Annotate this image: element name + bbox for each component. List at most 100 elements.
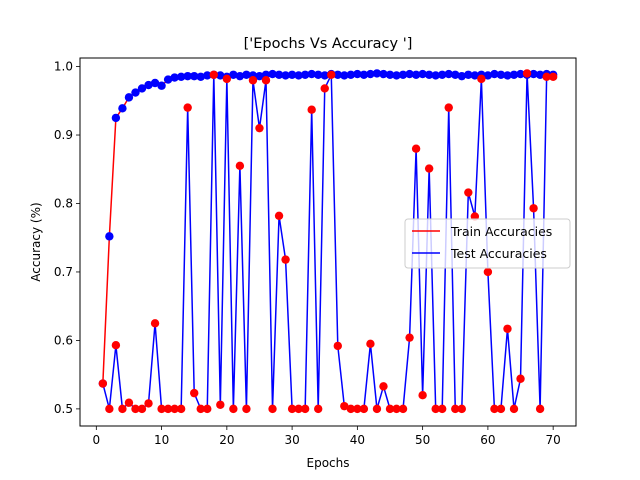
- point-s0-68: [535, 70, 545, 79]
- point-s0-50: [418, 69, 427, 79]
- point-s1-19: [216, 400, 225, 409]
- point-s1-29: [281, 255, 290, 264]
- point-s1-55: [451, 404, 460, 414]
- point-s0-54: [444, 69, 453, 79]
- point-s1-27: [268, 404, 277, 414]
- point-s1-53: [438, 404, 447, 414]
- point-s0-34: [314, 70, 323, 79]
- point-s0-30: [287, 70, 297, 79]
- point-s0-28: [274, 70, 284, 79]
- point-s1-15: [190, 388, 199, 398]
- point-s1-34: [314, 404, 323, 414]
- point-s1-51: [424, 164, 434, 173]
- point-s0-29: [281, 71, 290, 80]
- point-s0-3: [111, 113, 121, 123]
- point-s1-56: [457, 404, 466, 414]
- y-axis: 0.5 0.6 0.7 0.8 0.9 1.0: [54, 60, 80, 416]
- point-s1-40: [353, 404, 362, 414]
- point-s1-63: [503, 324, 512, 333]
- series-markers: [98, 69, 558, 414]
- point-s1-64: [509, 404, 519, 414]
- point-s1-28: [274, 211, 284, 221]
- point-s1-7: [137, 404, 147, 414]
- point-s0-39: [346, 70, 356, 79]
- point-s0-53: [438, 70, 447, 79]
- point-s1-10: [157, 404, 166, 414]
- legend-label-train: Train Accuracies: [450, 224, 552, 239]
- point-s1-49: [411, 144, 421, 153]
- chart-title: ['Epochs Vs Accuracy ']: [244, 36, 413, 52]
- x-tick-label-20: 20: [219, 433, 234, 447]
- y-tick-label-0.9: 0.9: [54, 128, 73, 142]
- point-s0-62: [496, 70, 506, 79]
- point-s0-61: [490, 69, 499, 79]
- point-s1-26: [261, 76, 271, 85]
- x-tick-label-60: 60: [480, 433, 495, 447]
- point-s1-11: [163, 404, 173, 414]
- point-s1-50: [418, 390, 427, 400]
- point-s1-20: [222, 74, 232, 84]
- point-s0-19: [216, 71, 225, 80]
- point-s0-12: [170, 73, 179, 82]
- point-s0-48: [405, 69, 414, 79]
- point-s1-4: [118, 404, 127, 414]
- legend: Train Accuracies Test Accuracies: [404, 218, 571, 269]
- point-s1-52: [431, 404, 440, 414]
- y-tick-label-0.7: 0.7: [54, 265, 73, 279]
- point-s0-6: [131, 88, 140, 97]
- plot-frame: [79, 57, 577, 427]
- point-s1-23: [242, 404, 251, 414]
- point-s0-40: [353, 69, 362, 79]
- point-s1-24: [248, 76, 258, 85]
- point-s0-23: [242, 70, 251, 79]
- point-s0-14: [183, 71, 192, 81]
- point-s1-14: [183, 103, 192, 112]
- point-s0-31: [294, 71, 303, 80]
- point-s1-33: [307, 105, 316, 114]
- point-s0-8: [144, 80, 153, 90]
- point-s1-69: [542, 72, 551, 82]
- point-s1-5: [124, 398, 134, 407]
- point-s1-67: [529, 204, 538, 213]
- point-s0-9: [150, 78, 160, 88]
- point-s1-38: [340, 401, 349, 411]
- point-s1-48: [405, 333, 414, 342]
- y-tick-label-1: 1.0: [54, 60, 73, 74]
- point-s0-17: [203, 71, 212, 80]
- point-s0-45: [385, 70, 395, 79]
- point-s1-41: [359, 404, 369, 414]
- point-s0-22: [235, 71, 245, 81]
- point-s0-57: [464, 70, 473, 79]
- point-s1-35: [320, 84, 329, 93]
- point-s1-45: [385, 404, 395, 414]
- point-s0-63: [503, 71, 512, 80]
- point-s1-44: [379, 382, 388, 391]
- point-s1-1: [98, 379, 108, 388]
- point-s1-31: [294, 404, 303, 414]
- point-s1-39: [346, 404, 356, 414]
- point-s0-35: [320, 71, 329, 80]
- point-s1-12: [170, 404, 179, 414]
- point-s0-55: [451, 70, 460, 79]
- point-s0-46: [392, 71, 401, 80]
- point-s0-49: [411, 70, 421, 79]
- point-s0-21: [229, 70, 238, 79]
- point-s0-44: [379, 69, 388, 79]
- point-s0-16: [196, 72, 205, 82]
- y-tick-label-0.5: 0.5: [54, 402, 73, 416]
- point-s1-9: [150, 319, 160, 328]
- point-s0-2: [105, 232, 114, 241]
- x-tick-label-0: 0: [92, 433, 100, 447]
- point-s1-68: [535, 404, 545, 414]
- point-s0-37: [333, 70, 342, 79]
- point-s1-30: [287, 404, 297, 414]
- x-axis-label: Epochs: [307, 456, 350, 470]
- point-s1-66: [522, 69, 532, 78]
- point-s1-17: [203, 404, 212, 414]
- point-s0-60: [483, 71, 493, 80]
- point-s1-36: [327, 70, 336, 79]
- legend-box: [404, 218, 571, 269]
- x-tick-label-10: 10: [154, 433, 169, 447]
- point-s1-59: [477, 74, 486, 84]
- point-s1-3: [111, 341, 121, 350]
